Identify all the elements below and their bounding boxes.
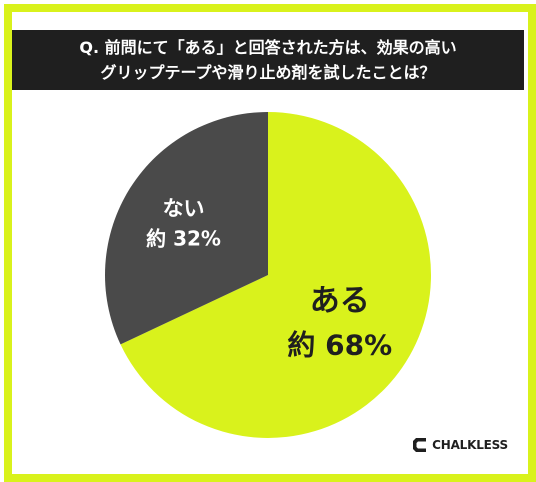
c-bracket-logo-icon <box>413 438 427 452</box>
pie-slice-no <box>104 112 269 345</box>
slice-value-yes: 約 68% <box>287 329 392 362</box>
pie-slice-yes <box>120 112 431 439</box>
slice-label-no: ない <box>163 196 205 220</box>
brand-name: CHALKLESS <box>432 438 508 452</box>
slice-value-no: 約 32% <box>146 226 221 250</box>
question-line-2: グリップテープや滑り止め剤を試したことは？ <box>100 63 436 82</box>
question-banner: Q. 前問にて「ある」と回答された方は、効果の高い グリップテープや滑り止め剤を… <box>12 30 524 90</box>
slice-label-yes: ある <box>310 284 370 319</box>
brand-logo: CHALKLESS <box>411 436 508 454</box>
question-line-1: Q. 前問にて「ある」と回答された方は、効果の高い <box>79 38 457 57</box>
